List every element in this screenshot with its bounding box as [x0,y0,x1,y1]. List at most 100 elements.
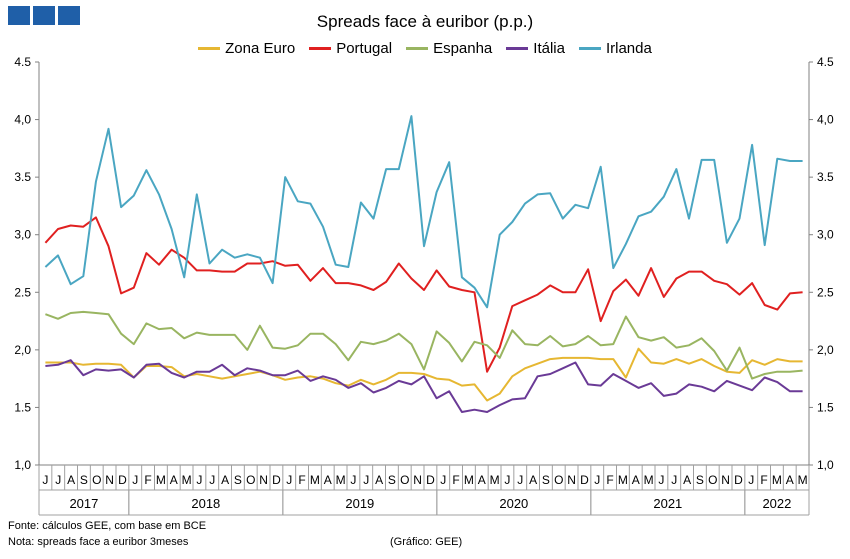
x-year-label: 2020 [499,496,528,511]
x-month-label: M [464,473,474,487]
x-month-label: D [734,473,743,487]
y-tick-label-right: 2.5 [817,285,834,299]
x-month-label: J [132,473,138,487]
legend-swatch [578,47,601,50]
x-month-label: S [696,473,704,487]
x-month-label: D [272,473,281,487]
x-month-label: F [606,473,613,487]
x-month-label: S [234,473,242,487]
legend-label: Itália [533,40,565,57]
x-month-label: F [760,473,767,487]
x-year-label: 2017 [69,496,98,511]
x-month-label: J [517,473,523,487]
x-month-label: M [618,473,628,487]
x-month-label: J [209,473,215,487]
x-month-label: J [286,473,292,487]
y-tick-label-right: 4.5 [817,55,834,69]
x-month-label: J [504,473,510,487]
x-month-label: F [298,473,305,487]
legend-item-portugal: Portugal [309,40,392,57]
x-month-label: J [42,473,48,487]
x-month-label: M [182,473,192,487]
x-month-label: A [67,473,75,487]
x-month-label: N [105,473,114,487]
y-tick-label-left: 1.5 [14,400,31,414]
chart-legend: Zona Euro Portugal Espanha Itália Irlanda [0,40,850,57]
y-tick-label-right: 3.5 [817,170,834,184]
footnote-note: Nota: spreads face a euribor 3meses [8,536,189,548]
y-tick-label-left: 1,0 [14,458,31,472]
x-month-label: O [400,473,409,487]
x-month-label: N [567,473,576,487]
legend-label: Zona Euro [225,40,296,57]
x-month-label: J [748,473,754,487]
x-month-label: S [388,473,396,487]
logo-square-3 [58,6,80,25]
x-month-label: N [413,473,422,487]
x-month-label: M [644,473,654,487]
legend-swatch [506,47,529,50]
legend-swatch [198,47,221,50]
x-month-label: M [772,473,782,487]
x-month-label: M [798,473,808,487]
series-line-it-lia [45,359,803,413]
gee-logo [8,6,80,25]
legend-swatch [406,47,429,50]
x-month-label: M [336,473,346,487]
x-month-label: A [786,473,794,487]
x-month-label: A [375,473,383,487]
logo-square-1 [8,6,30,25]
y-tick-label-right: 1.5 [817,400,834,414]
x-month-label: M [310,473,320,487]
x-month-label: M [156,473,166,487]
legend-item-zona-euro: Zona Euro [198,40,295,57]
chart-credit: (Gráfico: GEE) [390,536,463,548]
x-month-label: O [708,473,717,487]
y-tick-label-left: 2.5 [14,285,31,299]
logo-square-2 [33,6,55,25]
x-month-label: A [683,473,691,487]
x-month-label: J [363,473,369,487]
footnote-source: Fonte: cálculos GEE, com base em BCE [8,520,207,532]
legend-item-it-lia: Itália [506,40,565,57]
legend-label: Espanha [433,40,493,57]
x-month-label: A [221,473,229,487]
x-month-label: A [632,473,640,487]
x-month-label: D [426,473,435,487]
x-month-label: D [118,473,127,487]
x-month-label: A [478,473,486,487]
x-month-label: J [658,473,664,487]
series-line-espanha [45,310,803,380]
y-tick-label-right: 1,0 [817,458,834,472]
y-tick-label-right: 3,0 [817,228,834,242]
x-month-label: A [170,473,178,487]
x-month-label: J [196,473,202,487]
y-tick-label-right: 2,0 [817,343,834,357]
y-tick-label-left: 4,0 [14,113,31,127]
x-year-label: 2022 [762,496,791,511]
x-month-label: J [55,473,61,487]
series-line-portugal [44,216,803,373]
x-month-label: M [490,473,500,487]
x-month-label: A [324,473,332,487]
legend-swatch [309,47,332,50]
x-month-label: O [246,473,255,487]
x-year-label: 2021 [653,496,682,511]
y-tick-label-left: 3.5 [14,170,31,184]
y-tick-label-left: 4.5 [14,55,31,69]
x-month-label: A [529,473,537,487]
x-year-label: 2018 [191,496,220,511]
legend-item-espanha: Espanha [406,40,492,57]
x-month-label: N [259,473,268,487]
x-month-label: O [92,473,101,487]
x-month-label: J [594,473,600,487]
x-month-label: S [80,473,88,487]
x-month-label: S [542,473,550,487]
x-month-label: N [721,473,730,487]
y-tick-label-left: 3,0 [14,228,31,242]
legend-label: Portugal [336,40,393,57]
x-month-label: F [452,473,459,487]
x-month-label: F [144,473,151,487]
x-month-label: J [440,473,446,487]
